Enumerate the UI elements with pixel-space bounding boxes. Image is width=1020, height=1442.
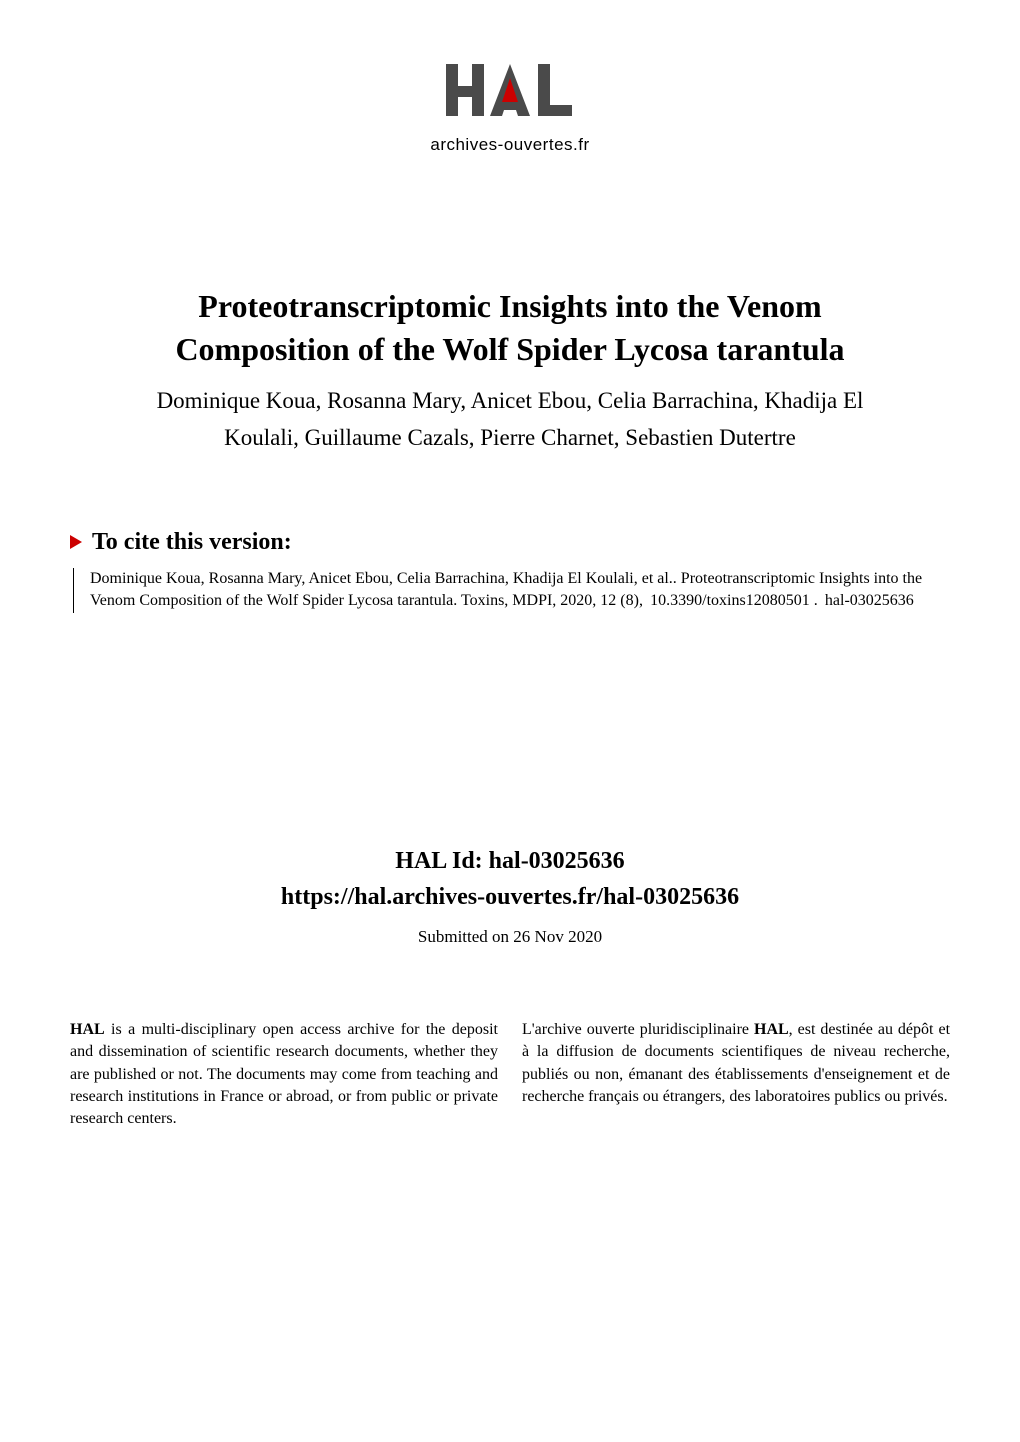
right-column: L'archive ouverte pluridisciplinaire HAL… (522, 1019, 950, 1131)
hal-id-value: hal-03025636 (489, 848, 625, 874)
paper-title: Proteotranscriptomic Insights into the V… (70, 285, 950, 371)
right-col-bold: HAL (754, 1021, 789, 1038)
title-line-2: Composition of the Wolf Spider Lycosa ta… (175, 331, 844, 367)
authors-line-1: Dominique Koua, Rosanna Mary, Anicet Ebo… (157, 388, 864, 413)
left-column: HAL is a multi-disciplinary open access … (70, 1019, 498, 1131)
left-col-text: is a multi-disciplinary open access arch… (70, 1021, 498, 1128)
hal-logo (440, 56, 580, 133)
hal-url: https://hal.archives-ouvertes.fr/hal-030… (0, 879, 1020, 915)
hal-logo-block: archives-ouvertes.fr (0, 0, 1020, 155)
triangle-right-icon (70, 535, 82, 549)
paper-authors: Dominique Koua, Rosanna Mary, Anicet Ebo… (70, 383, 950, 457)
cite-text: Dominique Koua, Rosanna Mary, Anicet Ebo… (73, 568, 950, 613)
right-col-pre: L'archive ouverte pluridisciplinaire (522, 1021, 754, 1038)
logo-domain-label: archives-ouvertes.fr (430, 135, 589, 154)
cite-block: To cite this version: Dominique Koua, Ro… (0, 529, 1020, 613)
hal-id-label: HAL Id: (395, 848, 482, 874)
description-columns: HAL is a multi-disciplinary open access … (0, 1019, 1020, 1131)
hal-id-block: HAL Id: hal-03025636 https://hal.archive… (0, 843, 1020, 947)
submitted-date: Submitted on 26 Nov 2020 (0, 927, 1020, 947)
logo-domain-text: archives-ouvertes.fr (0, 135, 1020, 155)
title-line-1: Proteotranscriptomic Insights into the V… (198, 288, 821, 324)
cite-heading-row: To cite this version: (70, 529, 950, 556)
left-col-bold: HAL (70, 1021, 105, 1038)
title-block: Proteotranscriptomic Insights into the V… (0, 285, 1020, 457)
authors-line-2: Koulali, Guillaume Cazals, Pierre Charne… (224, 425, 796, 450)
cite-heading: To cite this version: (92, 529, 292, 556)
hal-id-line: HAL Id: hal-03025636 (0, 843, 1020, 879)
